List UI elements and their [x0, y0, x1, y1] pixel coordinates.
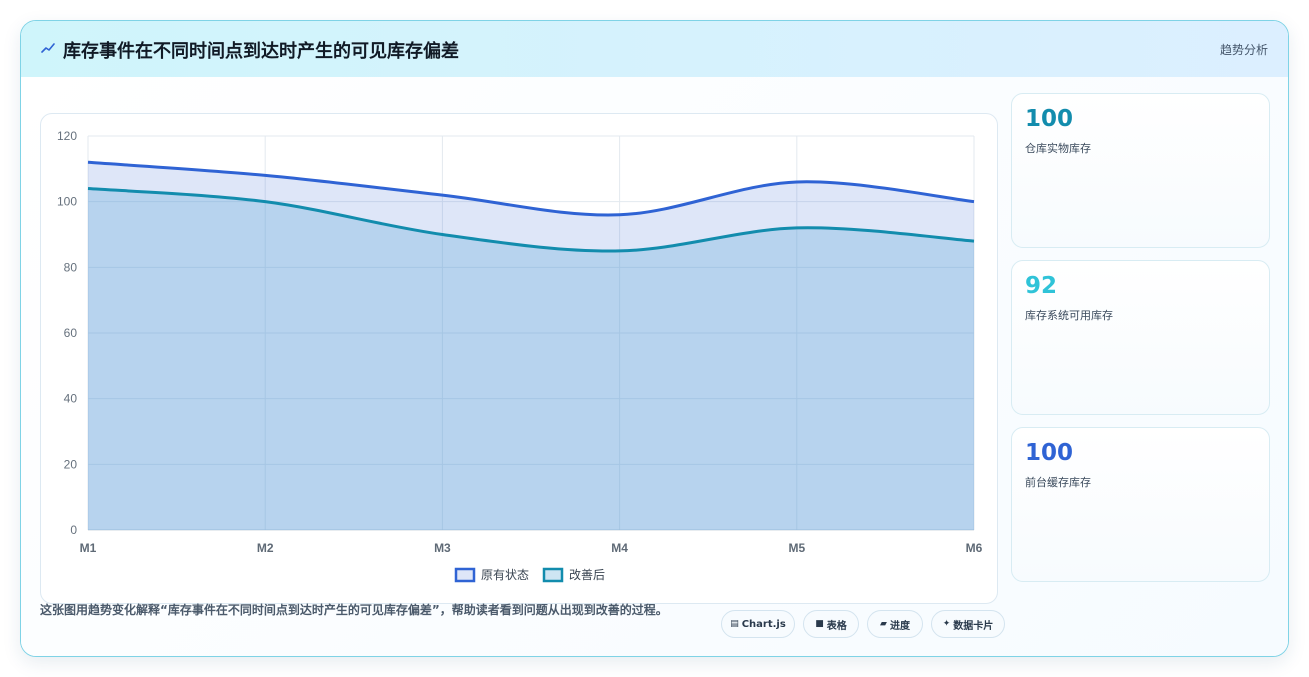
stat-value: 100	[1025, 106, 1074, 132]
area-chart: 0 20 40 60 80 100 120 M1 M2 M3 M4 M5 M6 原有状态 改善后	[57, 129, 983, 583]
series-area-2	[88, 188, 974, 530]
progress-icon: ▰	[880, 619, 887, 629]
legend-swatch-1	[454, 567, 476, 583]
data-point	[263, 200, 267, 204]
card-body: 0 20 40 60 80 100 120 M1 M2 M3 M4 M5 M6 原有状态 改善后 100 仓…	[21, 77, 1288, 656]
chip-label: Chart.js	[741, 618, 786, 630]
legend-swatch-2	[542, 567, 564, 583]
data-point	[86, 187, 90, 191]
stat-card-warehouse: 100 仓库实物库存	[1011, 93, 1270, 248]
stat-value: 100	[1025, 440, 1074, 466]
table-icon: ■	[815, 619, 824, 629]
x-tick-label: M1	[80, 541, 97, 555]
y-tick-label: 40	[64, 392, 78, 406]
chip-chartjs[interactable]: ▤ Chart.js	[721, 610, 795, 638]
data-point	[86, 160, 90, 164]
y-tick-label: 60	[64, 326, 78, 340]
chart-container: 0 20 40 60 80 100 120 M1 M2 M3 M4 M5 M6 原有状态 改善后	[40, 113, 998, 604]
series-line-1	[87, 160, 975, 217]
chip-progress[interactable]: ▰ 进度	[867, 610, 923, 638]
chip-label: 数据卡片	[953, 620, 994, 632]
stat-card-system: 92 库存系统可用库存	[1011, 260, 1270, 415]
stat-label: 前台缓存库存	[1025, 476, 1091, 489]
y-tick-label: 100	[57, 195, 77, 209]
data-point	[972, 239, 976, 243]
y-tick-label: 20	[64, 457, 78, 471]
legend-label: 原有状态	[481, 568, 529, 582]
x-tick-label: M2	[257, 541, 274, 555]
chip-data-card[interactable]: ✦ 数据卡片	[931, 610, 1005, 638]
card-header: 库存事件在不同时间点到达时产生的可见库存偏差 趋势分析	[21, 21, 1288, 77]
data-point	[795, 180, 799, 184]
x-tick-label: M6	[966, 541, 983, 555]
x-tick-label: M3	[434, 541, 451, 555]
page-title: 库存事件在不同时间点到达时产生的可见库存偏差	[63, 41, 459, 62]
data-point	[795, 226, 799, 230]
data-point	[263, 173, 267, 177]
data-point	[440, 193, 444, 197]
data-point	[618, 213, 622, 217]
y-tick-label: 80	[64, 260, 78, 274]
trend-analysis-label[interactable]: 趋势分析	[1219, 43, 1268, 57]
series-line-2	[87, 187, 975, 253]
chip-label: 进度	[889, 620, 910, 632]
data-point	[440, 233, 444, 237]
series-area-1	[88, 162, 974, 530]
sparkle-icon: ✦	[942, 619, 951, 629]
trend-line-icon	[41, 43, 55, 53]
y-tick-label: 0	[70, 523, 77, 537]
chart-description: 这张图用趋势变化解释“库存事件在不同时间点到达时产生的可见库存偏差”，帮助读者看…	[40, 603, 668, 617]
stat-value: 92	[1025, 273, 1058, 299]
chart-icon: ▤	[730, 619, 739, 629]
y-tick-label: 120	[57, 129, 77, 143]
stat-label: 库存系统可用库存	[1025, 309, 1113, 322]
chart-card: 库存事件在不同时间点到达时产生的可见库存偏差 趋势分析 0 20 40 60 80 100…	[20, 20, 1289, 657]
x-tick-label: M4	[611, 541, 628, 555]
chip-label: 表格	[826, 620, 847, 632]
data-point	[618, 249, 622, 253]
data-point	[972, 200, 976, 204]
chip-table[interactable]: ■ 表格	[803, 610, 859, 638]
stat-label: 仓库实物库存	[1025, 142, 1091, 155]
stat-card-frontend: 100 前台缓存库存	[1011, 427, 1270, 582]
x-tick-label: M5	[788, 541, 805, 555]
legend-label: 改善后	[569, 567, 605, 582]
